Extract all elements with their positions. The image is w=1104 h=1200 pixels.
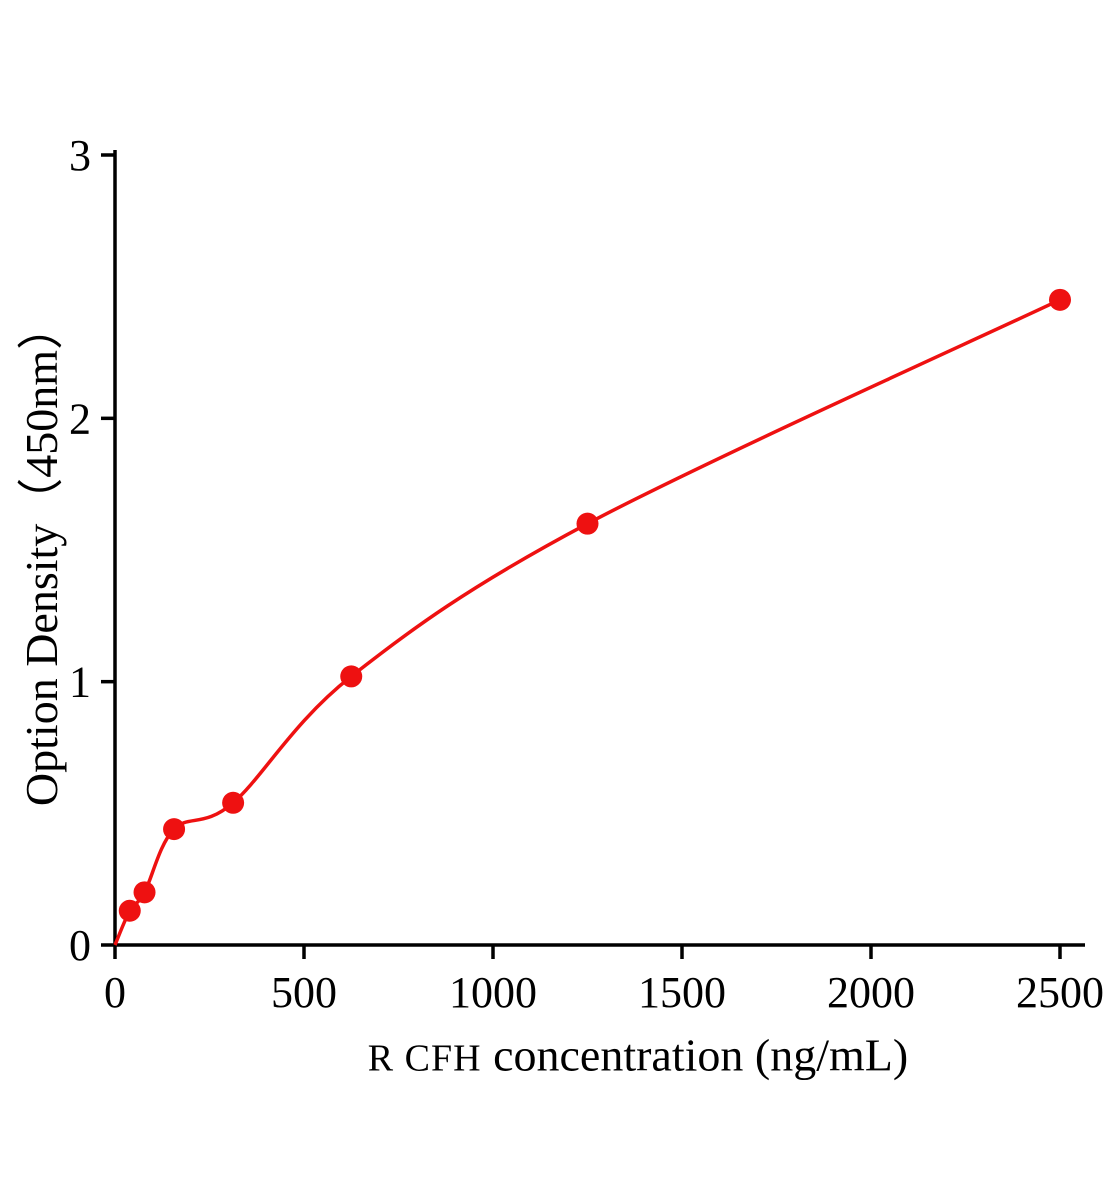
- x-tick-label: 1000: [449, 968, 537, 1017]
- data-point: [340, 665, 363, 688]
- data-point: [576, 512, 599, 535]
- data-point: [133, 881, 156, 904]
- x-axis-label-prefix: R CFH: [367, 1037, 482, 1080]
- data-point: [163, 818, 186, 841]
- y-axis-label: Option Density（450nm）: [16, 303, 67, 807]
- x-tick-label: 1500: [638, 968, 726, 1017]
- x-tick-label: 0: [104, 968, 126, 1017]
- x-tick-label: 2500: [1016, 968, 1104, 1017]
- y-tick-label: 1: [69, 658, 91, 707]
- data-point: [118, 899, 141, 922]
- x-axis-label: R CFH concentration (ng/mL): [368, 1029, 908, 1082]
- y-tick-label: 0: [69, 921, 91, 970]
- x-tick-label: 500: [271, 968, 337, 1017]
- data-point: [1049, 288, 1071, 311]
- fit-curve: [113, 298, 1061, 946]
- data-point: [222, 791, 245, 814]
- x-axis-label-rest: concentration (ng/mL): [481, 1029, 909, 1081]
- y-tick-label: 2: [69, 394, 91, 443]
- x-tick-label: 2000: [827, 968, 915, 1017]
- y-tick-label: 3: [69, 131, 91, 180]
